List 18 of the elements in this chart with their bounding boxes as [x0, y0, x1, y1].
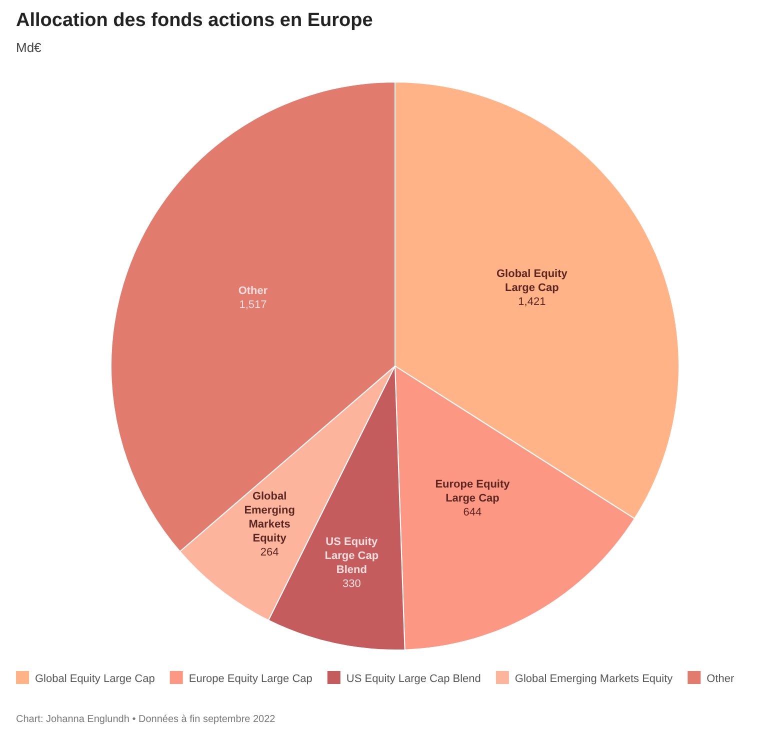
legend-label: Global Emerging Markets Equity: [514, 673, 674, 685]
legend-label: Europe Equity Large Cap: [188, 673, 312, 685]
slice-label: US Equity Large Cap Blend: [324, 536, 379, 576]
legend-label: US Equity Large Cap Blend: [346, 673, 481, 685]
legend-label: Other: [706, 673, 735, 685]
legend-label: Global Equity Large Cap: [35, 673, 155, 685]
slice-label: Other: [238, 284, 268, 297]
chart-subtitle: Md€: [16, 40, 42, 55]
data-label: 330: [342, 578, 361, 590]
slice-label: Europe Equity Large Cap: [435, 478, 511, 505]
data-label: 264: [260, 546, 279, 558]
chart-title: Allocation des fonds actions en Europe: [16, 10, 373, 31]
text: Chart: Johanna Englundh • Données à fin septembre 2022: [16, 714, 276, 725]
data-label: 1,517: [239, 298, 267, 311]
data-label: 644: [463, 506, 482, 519]
slice-label: Global Equity Large Cap: [496, 268, 568, 294]
data-label: 1,421: [518, 296, 546, 308]
slice-label: Global Emerging Markets Equity: [244, 490, 295, 544]
